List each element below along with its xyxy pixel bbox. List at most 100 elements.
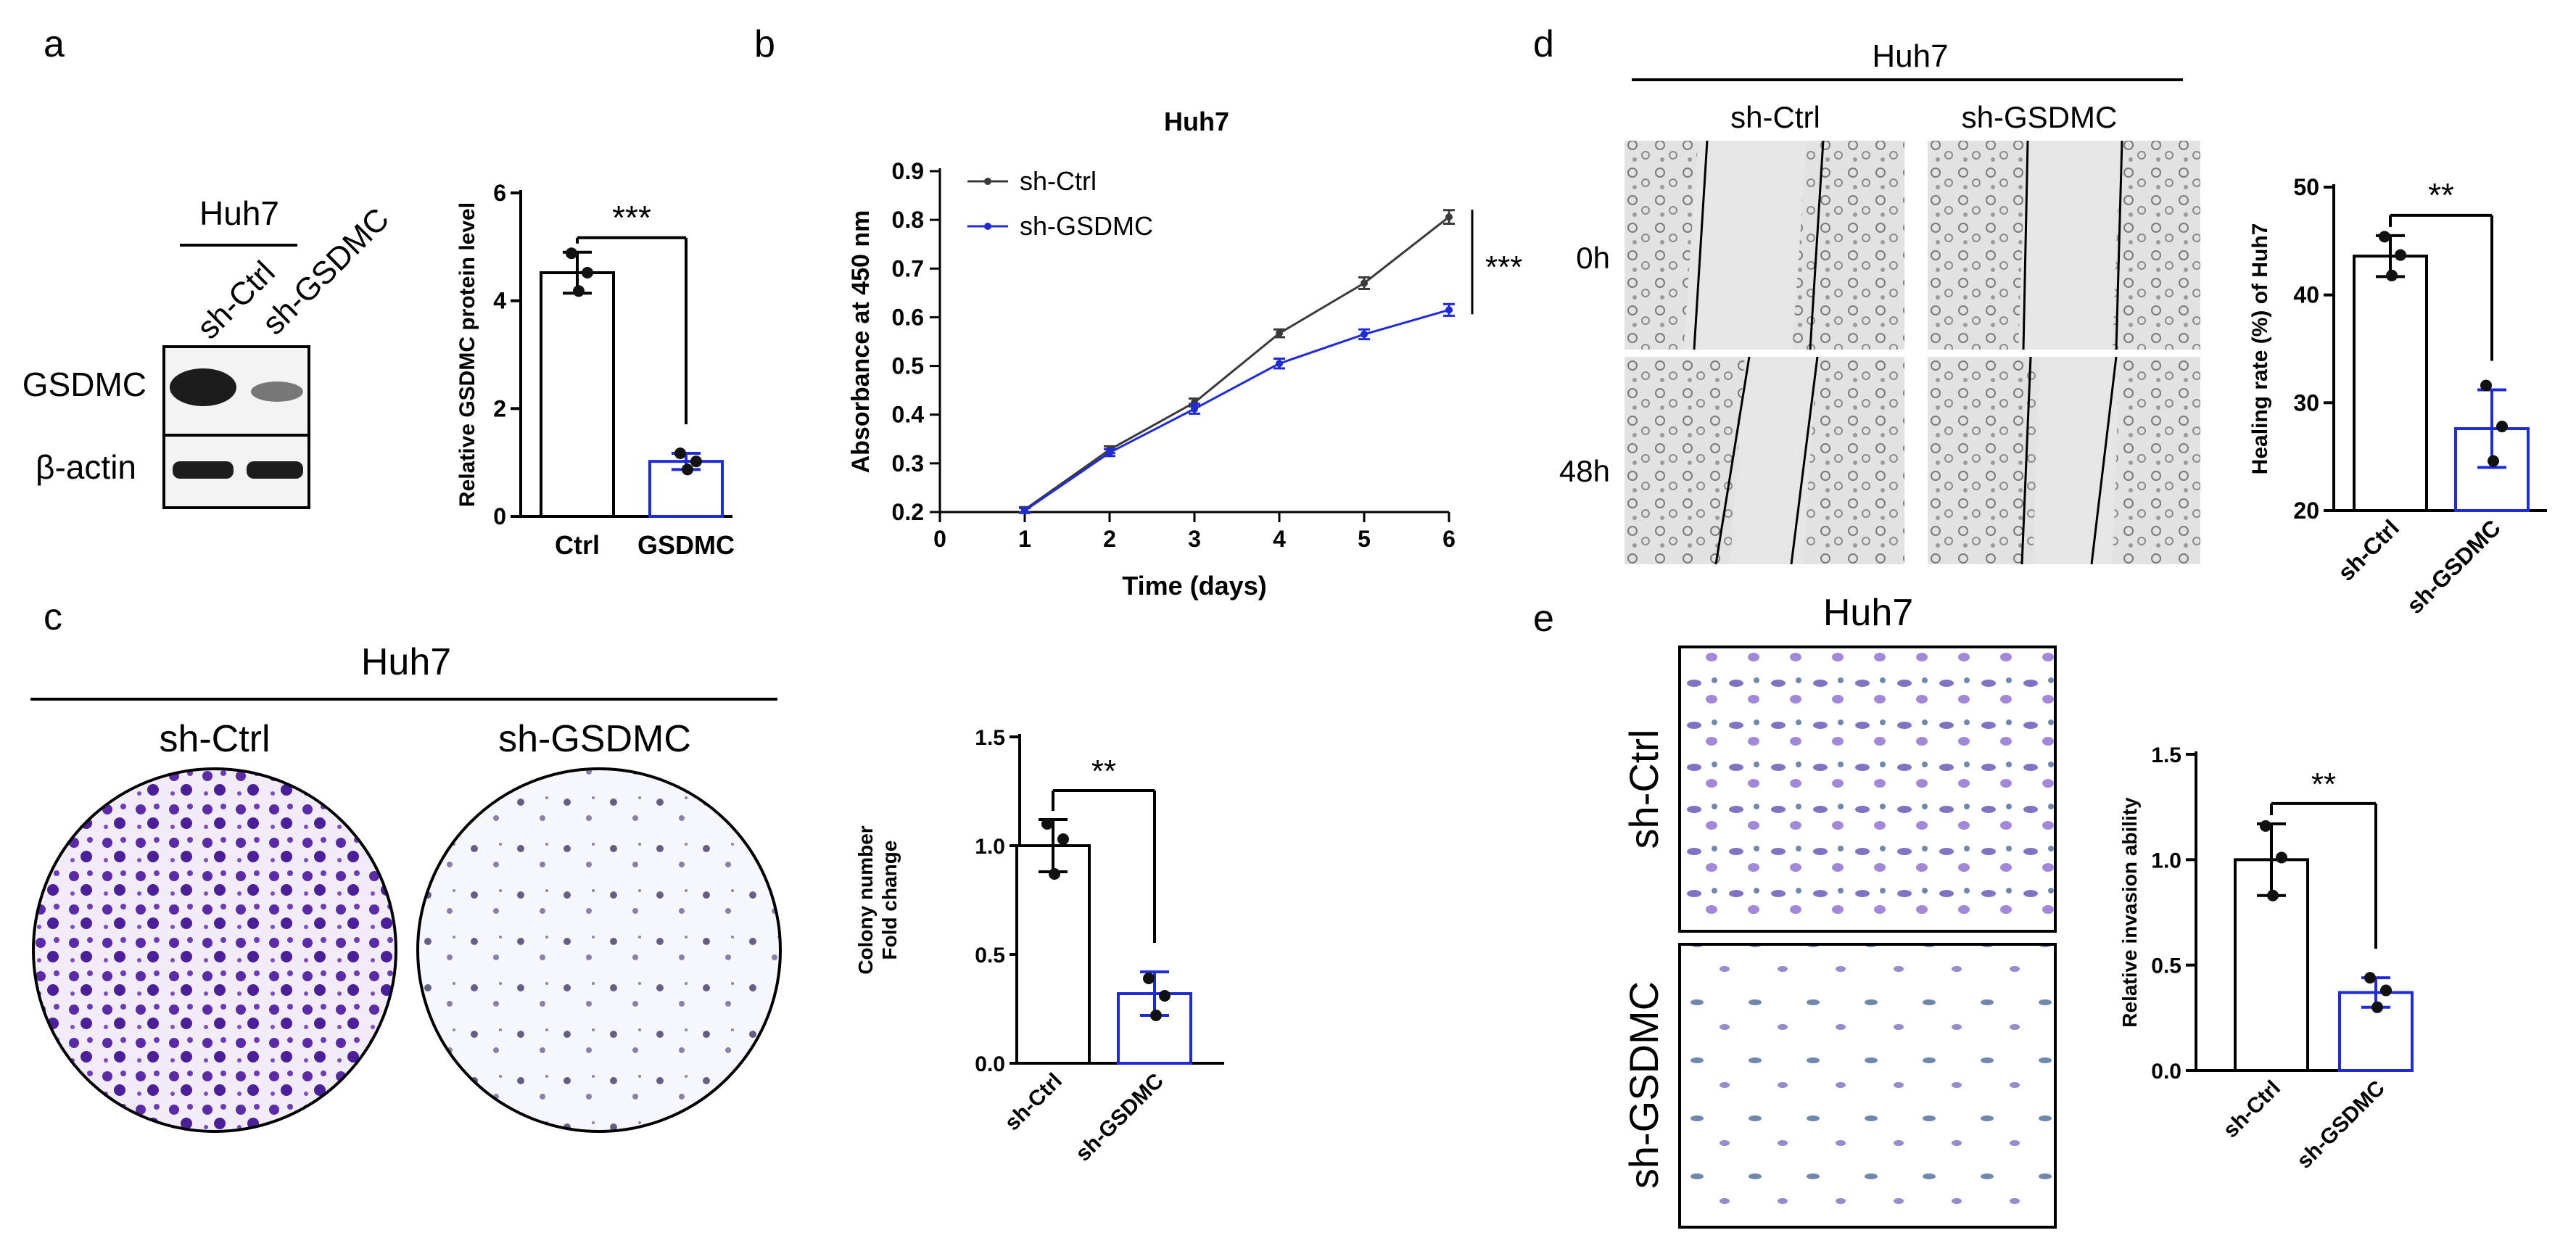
colony-dishes: Huh7 sh-Ctrl sh-GSDMC: [30, 641, 782, 1133]
bar-sh-Ctrl: [2353, 255, 2428, 512]
data-point: [1276, 329, 1283, 337]
invasion-row-label-ctrl: sh-Ctrl: [1621, 730, 1667, 849]
y-tick-label: 2: [493, 395, 506, 421]
x-tick-label: sh-GSDMC: [2401, 514, 2506, 619]
panel-letter-c: c: [44, 596, 62, 638]
invasion-bar-chart: 0.0 0.5 1.0 1.5 Relative invasion ability sh-…: [2118, 743, 2414, 1173]
y-tick-label: 1.5: [975, 726, 1005, 750]
data-point: [573, 285, 585, 297]
y-tick-label: 1.0: [2151, 849, 2181, 873]
data-point: [1445, 213, 1453, 221]
dish-gsdmc: [416, 767, 782, 1133]
invasion-cell-line-label: Huh7: [1823, 592, 1913, 634]
data-point: [1049, 868, 1060, 880]
x-tick-label: GSDMC: [637, 530, 735, 560]
significance-stars: **: [1091, 754, 1116, 789]
y-axis-title: Absorbance at 450 nm: [847, 210, 875, 474]
y-axis-title: Relative GSDMC protein level: [455, 202, 479, 507]
blot-gsdmc-band-knockdown: [251, 381, 303, 402]
wound-cell-line-label: Huh7: [1872, 38, 1948, 74]
x-tick-label: Ctrl: [555, 530, 600, 560]
data-point: [1057, 833, 1069, 845]
dish-label-gsdmc: sh-GSDMC: [498, 718, 691, 760]
data-point: [1106, 449, 1113, 457]
legend-marker: [984, 178, 991, 185]
data-point: [1143, 973, 1155, 984]
data-point: [2276, 851, 2287, 864]
data-point: [1159, 990, 1171, 1002]
y-tick-label: 0.0: [2151, 1060, 2181, 1084]
y-tick-label: 0.5: [975, 944, 1005, 968]
y-tick-label: 40: [2293, 282, 2319, 308]
y-tick-label: 0.5: [2151, 954, 2181, 978]
data-point: [2496, 421, 2508, 433]
wound-healing-images: Huh7 sh-Ctrl sh-GSDMC 0h 48h: [1559, 38, 2200, 565]
panel-letter-a: a: [44, 23, 65, 65]
healing-rate-bar-chart: 20 30 40 50 Healing rate (%) of Huh7 sh-Ctrls…: [2248, 174, 2547, 619]
dish-label-ctrl: sh-Ctrl: [159, 718, 270, 760]
colony-bar-chart: 0.0 0.5 1.0 1.5 Colony numberFold change sh-C…: [854, 726, 1224, 1166]
data-point: [1445, 306, 1453, 314]
blot-label-actin: β-actin: [36, 448, 136, 486]
y-tick-label: 4: [493, 288, 506, 314]
significance-stars: **: [2311, 767, 2336, 802]
x-tick-label: 1: [1018, 526, 1031, 552]
data-point: [1191, 405, 1198, 413]
significance-stars: ***: [612, 199, 651, 236]
invasion-image-gsdmc: [1678, 943, 2057, 1229]
y-axis-title: Healing rate (%) of Huh7: [2248, 223, 2272, 475]
colony-cell-line-label: Huh7: [361, 641, 451, 683]
legend-label: sh-GSDMC: [1020, 211, 1153, 241]
x-tick-label: 4: [1273, 526, 1286, 552]
invasion-image-ctrl: [1678, 645, 2057, 933]
legend-marker: [984, 223, 991, 230]
data-point: [2260, 820, 2271, 832]
wound-row-label-0h: 0h: [1576, 241, 1610, 275]
invasion-row-label-gsdmc: sh-GSDMC: [1621, 981, 1667, 1189]
panel-letter-d: d: [1533, 23, 1554, 65]
data-point: [690, 455, 702, 468]
y-tick-label: 0.4: [892, 402, 925, 428]
y-axis-title: Relative invasion ability: [2118, 797, 2141, 1028]
x-tick-label: 6: [1442, 526, 1456, 552]
data-point: [1361, 279, 1368, 287]
data-point: [1041, 818, 1053, 830]
y-tick-label: 0.2: [892, 499, 924, 525]
blot-gsdmc-band-ctrl: [170, 368, 236, 406]
x-tick-label: 5: [1358, 526, 1371, 552]
panel-letter-b: b: [754, 23, 775, 65]
y-tick-label: 0.3: [892, 450, 924, 477]
blot-actin-band-ctrl: [173, 461, 234, 479]
chart-title: Huh7: [1164, 107, 1229, 136]
x-tick-label: 0: [933, 526, 946, 552]
x-tick-label: sh-Ctrl: [1000, 1069, 1067, 1136]
dish-ctrl: [32, 767, 397, 1133]
significance-stars: **: [2428, 176, 2454, 214]
significance-stars: ***: [1485, 249, 1522, 285]
wound-col-label-ctrl: sh-Ctrl: [1730, 100, 1820, 134]
y-tick-label: 50: [2293, 174, 2319, 200]
series-line-sh-Ctrl: [1024, 215, 1450, 511]
x-tick-label: 3: [1188, 526, 1201, 552]
data-point: [2379, 231, 2390, 243]
blot-cell-line-label: Huh7: [199, 194, 279, 232]
y-tick-label: 6: [493, 180, 506, 206]
x-tick-label: 2: [1103, 526, 1116, 552]
y-tick-label: 0.0: [975, 1052, 1005, 1076]
y-tick-label: 0.7: [892, 255, 924, 281]
data-point: [2480, 379, 2492, 392]
bar-Ctrl: [540, 271, 615, 518]
y-tick-label: 0: [493, 503, 506, 529]
y-tick-label: 0.6: [892, 304, 924, 330]
absorbance-line-chart: Huh7 0.2 0.3 0.4 0.5 0.6 0.7 0.8 0.9 0 1 2 3 4 5 6 Time …: [847, 107, 1522, 601]
data-point: [2395, 249, 2406, 261]
western-blot: Huh7 sh-Ctrl sh-GSDMC GSDMC β-actin: [22, 194, 396, 509]
y-tick-label: 20: [2293, 498, 2319, 524]
blot-lane-label-ctrl: sh-Ctrl: [190, 255, 281, 346]
data-point: [682, 463, 693, 476]
y-tick-label: 0.5: [892, 353, 924, 379]
x-tick-label: sh-Ctrl: [2218, 1076, 2285, 1143]
y-tick-label: 0.8: [892, 207, 924, 233]
y-tick-label: 0.9: [892, 158, 924, 184]
